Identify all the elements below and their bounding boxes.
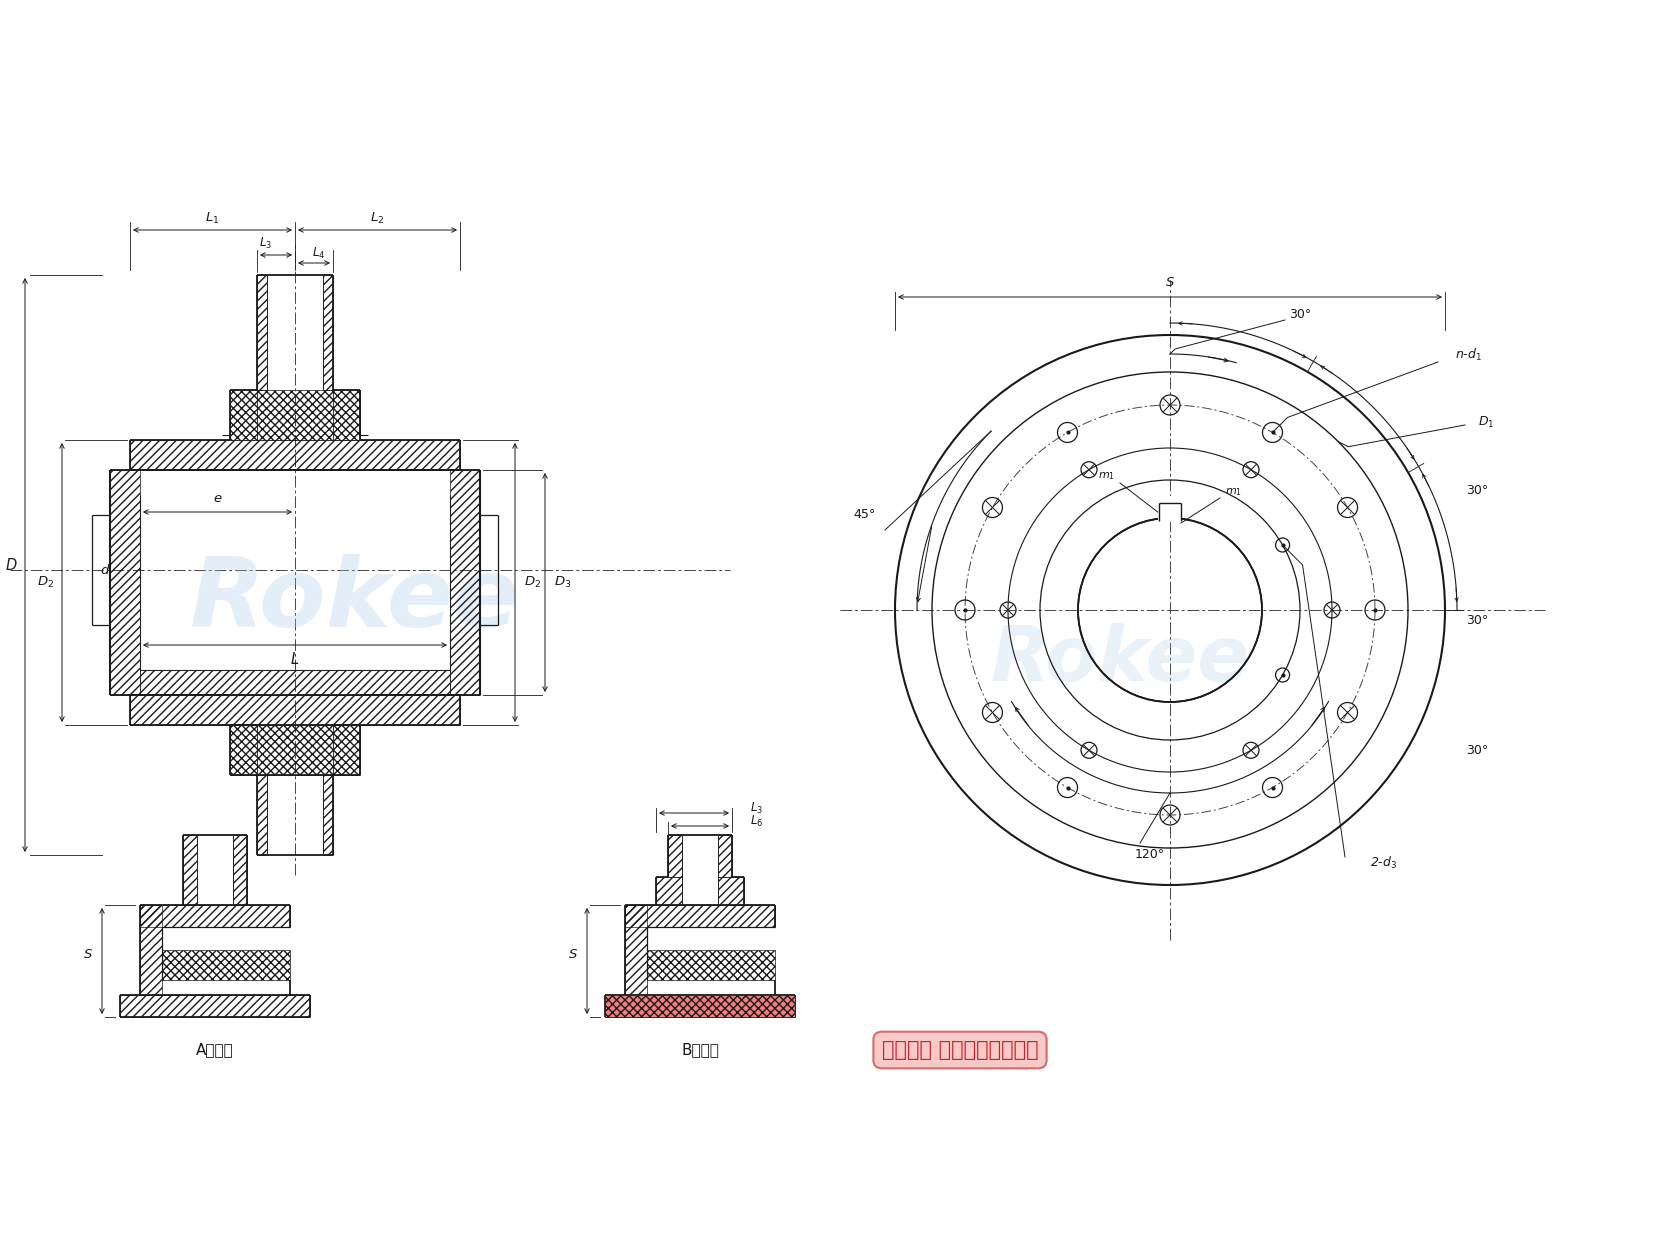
Bar [1158,496,1183,522]
Bar [669,835,682,877]
Text: S: S [1166,276,1174,290]
Bar [234,835,247,905]
Bar [717,835,732,877]
Text: Rokee: Rokee [190,553,521,646]
Text: 30°: 30° [1467,484,1488,496]
Bar [323,275,333,391]
Bar [717,877,744,905]
Text: D$_3$: D$_3$ [554,575,571,590]
Bar [119,995,311,1017]
Text: 30°: 30° [1289,309,1310,321]
Text: D$_2$: D$_2$ [524,575,541,590]
Bar [183,835,197,905]
Text: Rokee: Rokee [991,622,1250,697]
Text: L$_6$: L$_6$ [749,814,763,829]
Bar [129,696,460,724]
Text: D: D [5,557,17,572]
Text: m$_1$: m$_1$ [1097,470,1116,481]
Text: D$_2$: D$_2$ [37,575,55,590]
Bar [605,995,795,1017]
Bar [323,775,333,856]
Text: A型结构: A型结构 [197,1042,234,1057]
Text: D$_1$: D$_1$ [1478,415,1495,430]
Bar [129,440,460,470]
Text: 45°: 45° [853,509,877,522]
Bar [139,670,450,696]
Text: S: S [84,949,92,961]
Bar [109,470,139,696]
Bar [450,470,480,696]
Text: S: S [570,949,578,961]
Text: L$_1$: L$_1$ [205,210,220,226]
Bar [257,275,267,391]
Bar [625,905,647,995]
Bar [161,950,291,980]
Bar [230,391,360,440]
Bar [647,950,774,980]
Text: 120°: 120° [1136,848,1164,862]
Text: 2-d$_3$: 2-d$_3$ [1369,856,1398,871]
Text: n-d$_1$: n-d$_1$ [1455,346,1482,363]
Bar [625,905,774,927]
Bar [655,877,682,905]
Bar [230,724,360,775]
Text: 版权所有 侵权必被严厉追究: 版权所有 侵权必被严厉追究 [882,1040,1038,1060]
Text: 30°: 30° [1467,614,1488,626]
Bar [139,905,161,995]
Text: d: d [101,563,109,577]
Text: m$_1$: m$_1$ [1225,486,1242,498]
Bar [257,775,267,856]
Text: L$_2$: L$_2$ [370,210,385,226]
Bar [139,905,291,927]
Text: e: e [213,493,222,505]
Text: L$_3$: L$_3$ [259,236,272,251]
Text: L: L [291,651,299,667]
Text: L$_4$: L$_4$ [312,246,326,261]
Text: L$_3$: L$_3$ [749,800,763,815]
Text: B型结构: B型结构 [680,1042,719,1057]
Text: 30°: 30° [1467,743,1488,756]
